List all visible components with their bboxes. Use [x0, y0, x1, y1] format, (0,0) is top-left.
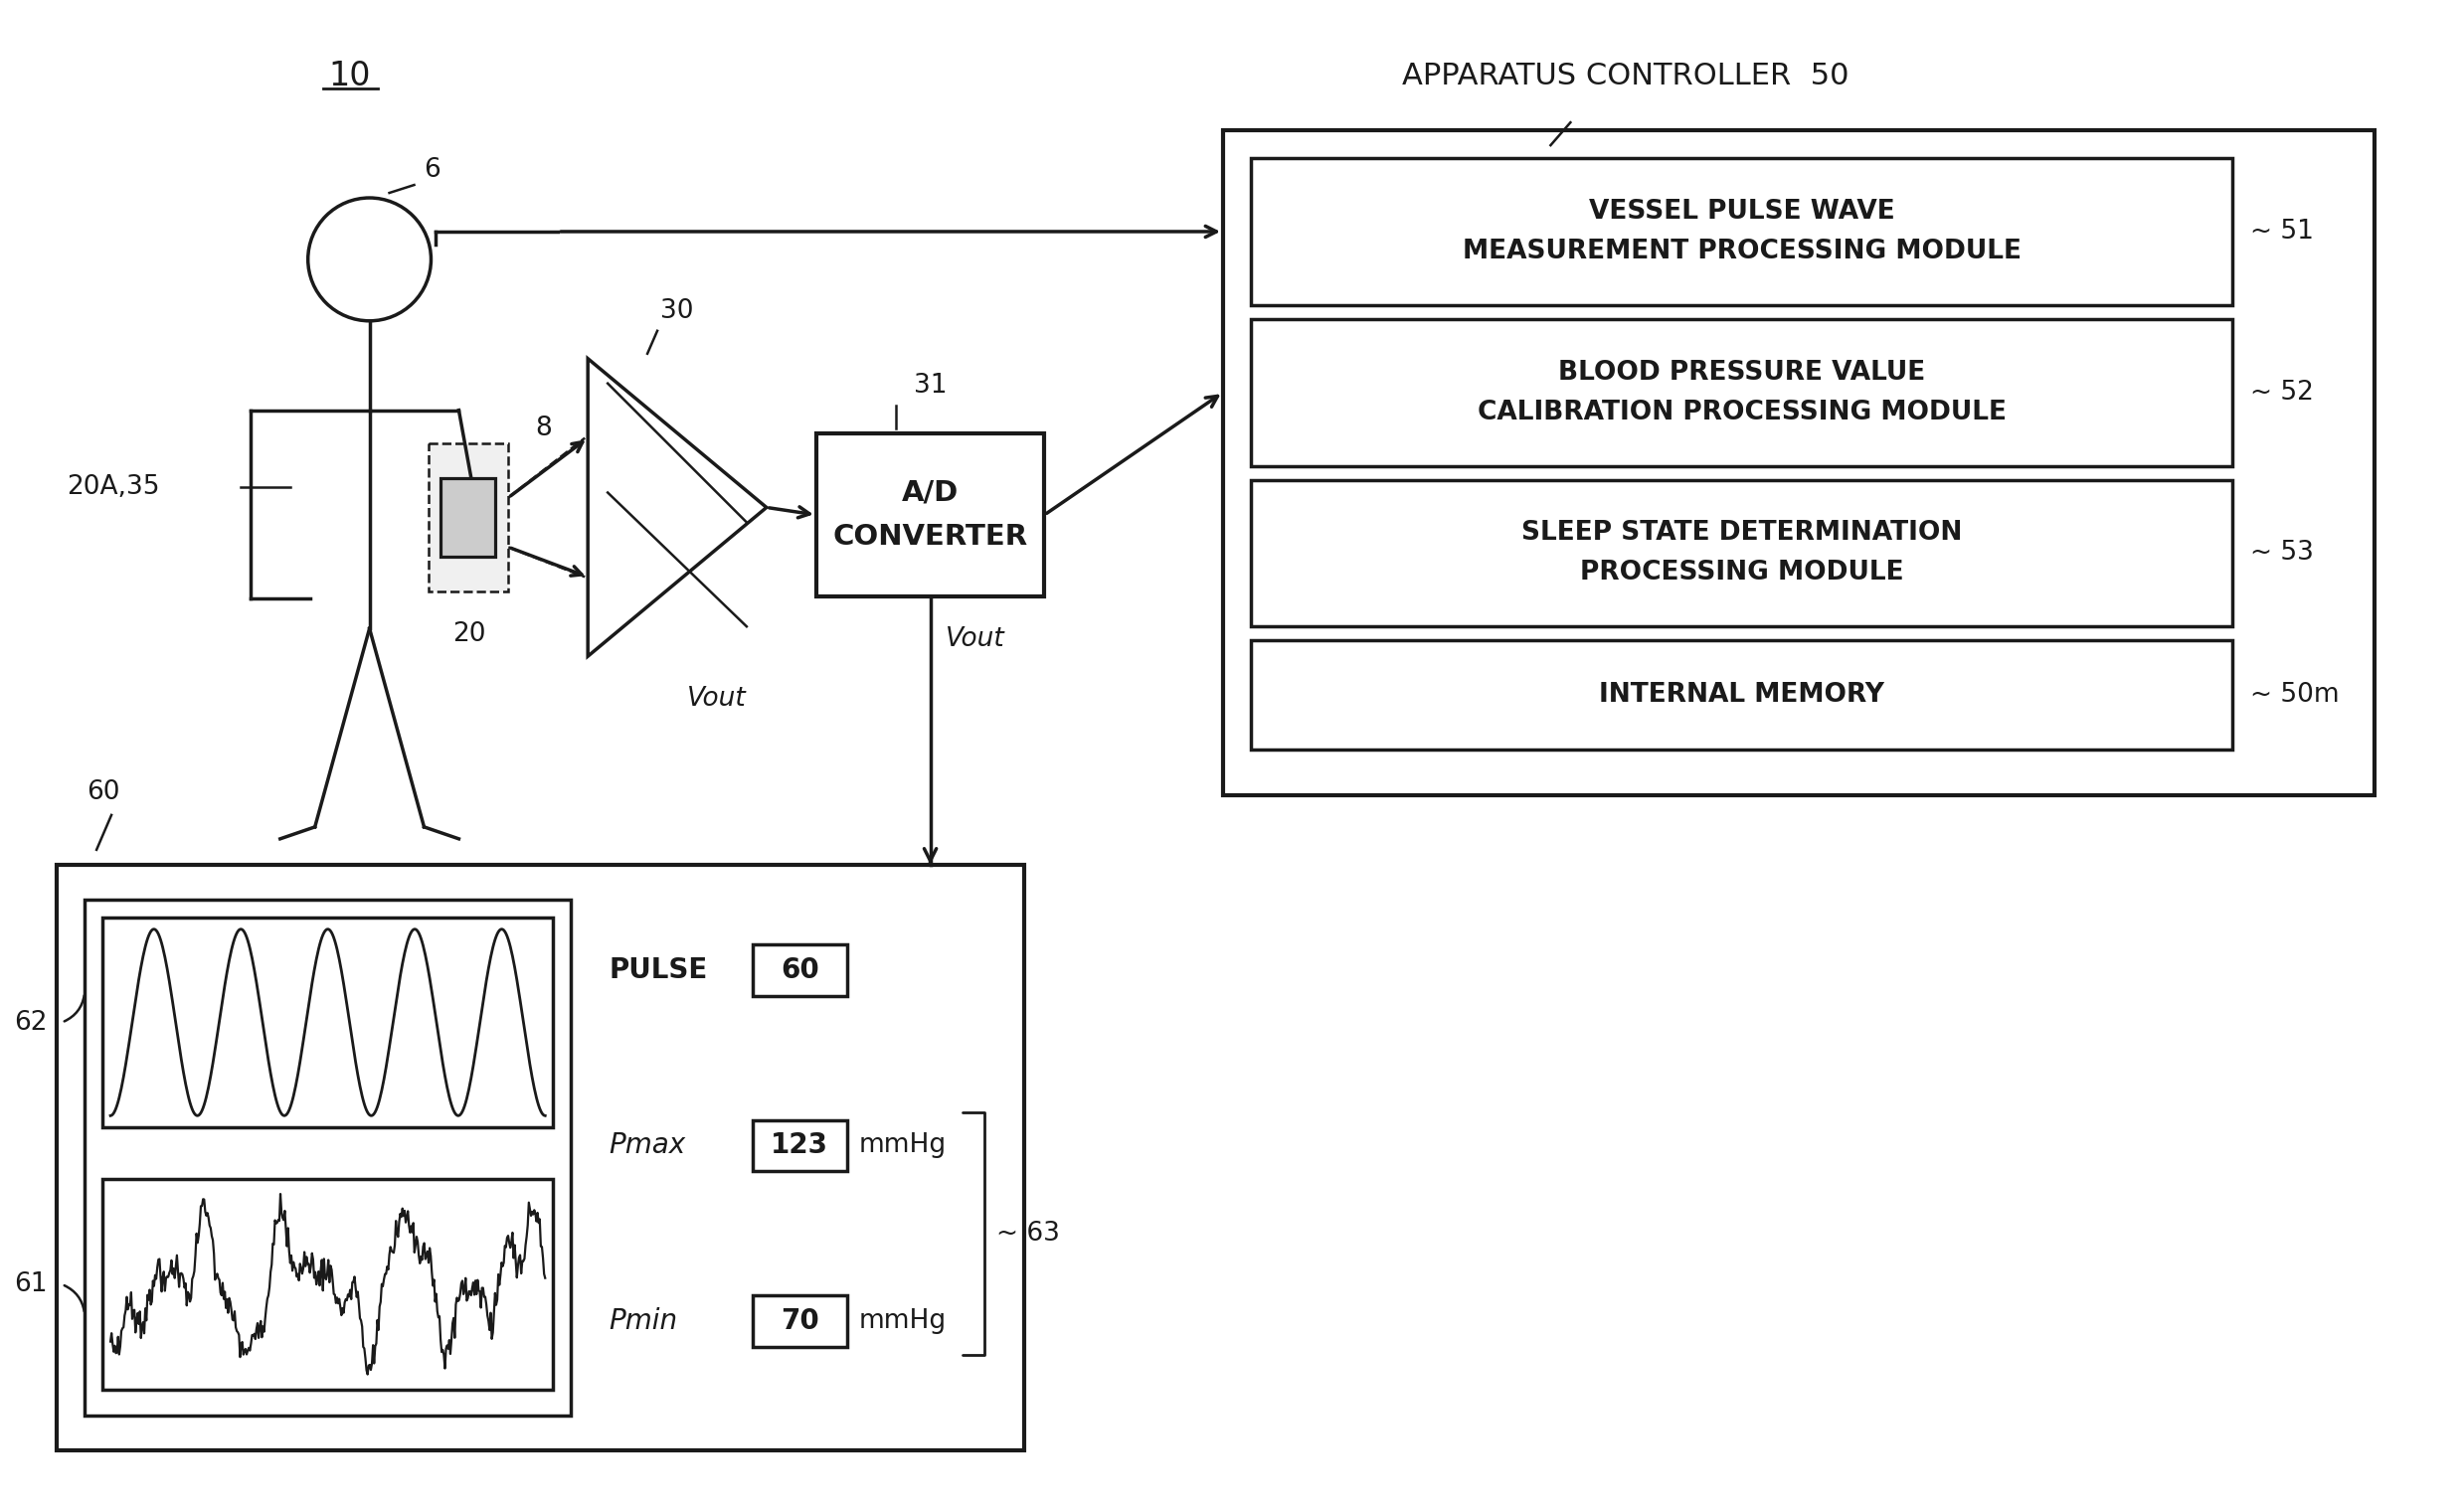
Text: 31: 31 [914, 373, 946, 398]
Text: 70: 70 [781, 1307, 818, 1335]
Text: 10: 10 [328, 59, 370, 92]
Text: SLEEP STATE DETERMINATION: SLEEP STATE DETERMINATION [1520, 521, 1961, 546]
Bar [752, 1120, 848, 1171]
Text: A/D: A/D [902, 480, 958, 507]
Text: 60: 60 [781, 957, 818, 984]
Bar [1222, 130, 2375, 795]
Bar [1252, 318, 2232, 466]
Text: ~ 51: ~ 51 [2250, 219, 2314, 244]
Text: CONVERTER: CONVERTER [833, 522, 1027, 551]
Text: 20: 20 [451, 622, 485, 647]
Text: APPARATUS CONTROLLER  50: APPARATUS CONTROLLER 50 [1402, 62, 1848, 91]
Text: CALIBRATION PROCESSING MODULE: CALIBRATION PROCESSING MODULE [1476, 400, 2006, 426]
Bar [84, 899, 572, 1415]
Text: Pmax: Pmax [609, 1132, 685, 1159]
Text: mmHg: mmHg [860, 1133, 946, 1159]
Text: MEASUREMENT PROCESSING MODULE: MEASUREMENT PROCESSING MODULE [1461, 238, 2020, 264]
Bar [103, 917, 552, 1127]
Text: 123: 123 [771, 1132, 828, 1159]
Text: Vout: Vout [687, 687, 747, 712]
Text: Vout: Vout [946, 626, 1005, 652]
Text: PROCESSING MODULE: PROCESSING MODULE [1579, 560, 1905, 585]
Text: 6: 6 [424, 157, 441, 183]
Bar [1252, 158, 2232, 305]
Text: ~ 63: ~ 63 [998, 1221, 1060, 1246]
Text: 62: 62 [15, 1010, 47, 1035]
Text: ~ 50m: ~ 50m [2250, 682, 2338, 708]
Text: ~ 53: ~ 53 [2250, 540, 2314, 566]
Text: VESSEL PULSE WAVE: VESSEL PULSE WAVE [1589, 199, 1895, 225]
Bar [1252, 480, 2232, 626]
Text: 61: 61 [15, 1272, 47, 1298]
Text: ~ 52: ~ 52 [2250, 379, 2314, 406]
Bar [103, 1179, 552, 1390]
Text: 8: 8 [535, 415, 552, 441]
Text: 20A,35: 20A,35 [67, 475, 160, 501]
Text: INTERNAL MEMORY: INTERNAL MEMORY [1599, 682, 1885, 708]
Bar [1252, 640, 2232, 750]
Text: 60: 60 [86, 779, 121, 806]
Bar [752, 945, 848, 996]
Bar [429, 444, 508, 592]
Text: Pmin: Pmin [609, 1307, 678, 1335]
Text: mmHg: mmHg [860, 1308, 946, 1334]
Text: 30: 30 [660, 297, 695, 324]
Text: BLOOD PRESSURE VALUE: BLOOD PRESSURE VALUE [1557, 359, 1924, 385]
Bar [752, 1295, 848, 1348]
Text: PULSE: PULSE [609, 957, 707, 984]
Bar [441, 478, 495, 557]
Bar [57, 865, 1025, 1450]
Bar [816, 433, 1045, 596]
